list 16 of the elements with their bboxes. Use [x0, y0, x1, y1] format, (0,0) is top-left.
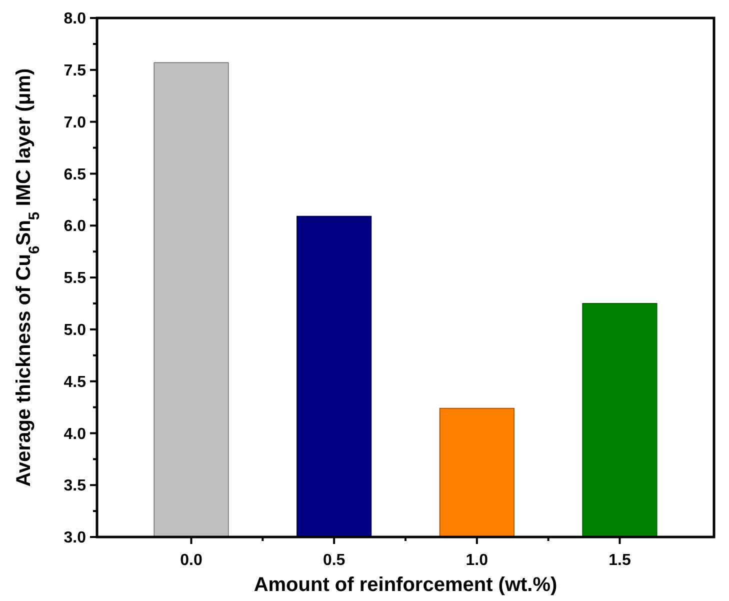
x-tick-label: 0.5	[322, 552, 346, 569]
y-tick-label: 7.0	[64, 114, 86, 132]
y-tick-label: 8.0	[64, 10, 86, 28]
x-tick-label: 1.0	[466, 552, 488, 569]
y-tick-label: 4.5	[64, 374, 86, 391]
y-tick-label: 3.5	[64, 478, 86, 495]
y-tick-label: 4.0	[64, 426, 86, 443]
y-tick-label: 6.0	[64, 218, 86, 236]
y-tick-label: 5.0	[64, 322, 86, 339]
y-tick-label: 7.5	[64, 62, 86, 80]
x-axis-title: Amount of reinforcement (wt.%)	[254, 574, 558, 596]
y-tick-label: 6.5	[64, 166, 86, 184]
x-tick-label: 1.5	[608, 552, 631, 569]
y-tick-label: 5.5	[64, 270, 86, 288]
x-tick-label: 0.0	[180, 552, 202, 569]
y-tick-label: 3.0	[64, 530, 86, 547]
